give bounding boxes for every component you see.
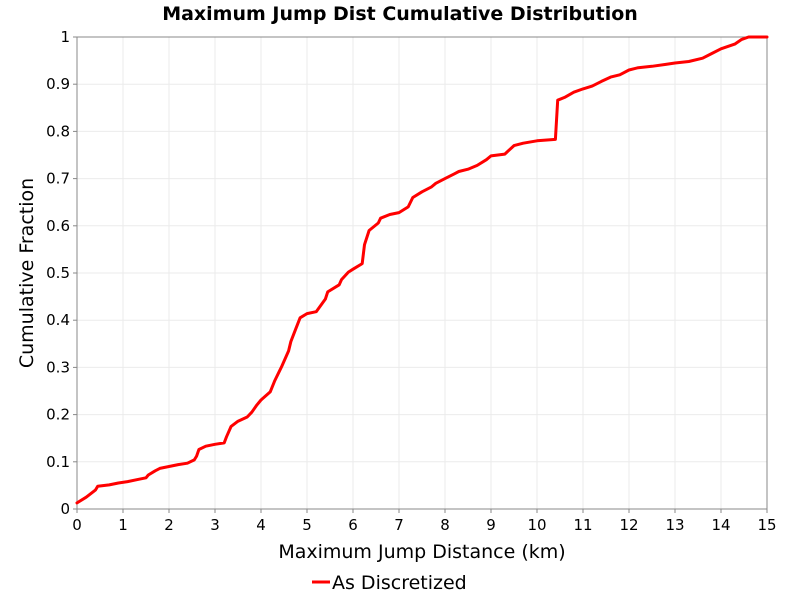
x-tick-label: 8 bbox=[440, 516, 450, 534]
grid-lines bbox=[76, 36, 768, 510]
series-line-0 bbox=[75, 35, 769, 505]
y-tick-label: 0.8 bbox=[46, 122, 70, 140]
y-tick-label: 0.5 bbox=[46, 264, 70, 282]
x-tick-label: 15 bbox=[757, 516, 776, 534]
x-tick-label: 9 bbox=[486, 516, 496, 534]
x-tick-label: 11 bbox=[573, 516, 592, 534]
legend-label: As Discretized bbox=[332, 572, 467, 594]
y-tick-label: 0.1 bbox=[46, 453, 70, 471]
y-tick-label: 0 bbox=[60, 500, 70, 518]
x-tick-label: 7 bbox=[394, 516, 404, 534]
x-tick-label: 6 bbox=[348, 516, 358, 534]
y-tick-label: 1 bbox=[60, 28, 70, 46]
y-tick-label: 0.9 bbox=[46, 75, 70, 93]
y-axis-label: Cumulative Fraction bbox=[16, 178, 38, 368]
x-tick-label: 4 bbox=[256, 516, 266, 534]
axis-ticks: 0 1 2 3 4 5 6 7 8 9 10 11 12 13 14 1500.10.20.30.40.50.… bbox=[46, 28, 776, 534]
series-layer bbox=[75, 35, 769, 505]
y-tick-label: 0.3 bbox=[46, 358, 70, 376]
x-tick-label: 12 bbox=[619, 516, 638, 534]
y-tick-label: 0.2 bbox=[46, 406, 70, 424]
y-tick-label: 0.7 bbox=[46, 170, 70, 188]
y-tick-label: 0.6 bbox=[46, 217, 70, 235]
x-tick-label: 3 bbox=[210, 516, 220, 534]
x-tick-label: 1 bbox=[118, 516, 128, 534]
x-tick-label: 13 bbox=[665, 516, 684, 534]
x-tick-label: 0 bbox=[72, 516, 82, 534]
x-tick-label: 10 bbox=[527, 516, 546, 534]
chart-title: Maximum Jump Dist Cumulative Distributio… bbox=[162, 3, 638, 25]
x-axis-label: Maximum Jump Distance (km) bbox=[278, 541, 565, 563]
x-tick-label: 2 bbox=[164, 516, 174, 534]
x-tick-label: 5 bbox=[302, 516, 312, 534]
legend: As Discretized bbox=[312, 572, 467, 594]
x-tick-label: 14 bbox=[711, 516, 730, 534]
y-tick-label: 0.4 bbox=[46, 311, 70, 329]
